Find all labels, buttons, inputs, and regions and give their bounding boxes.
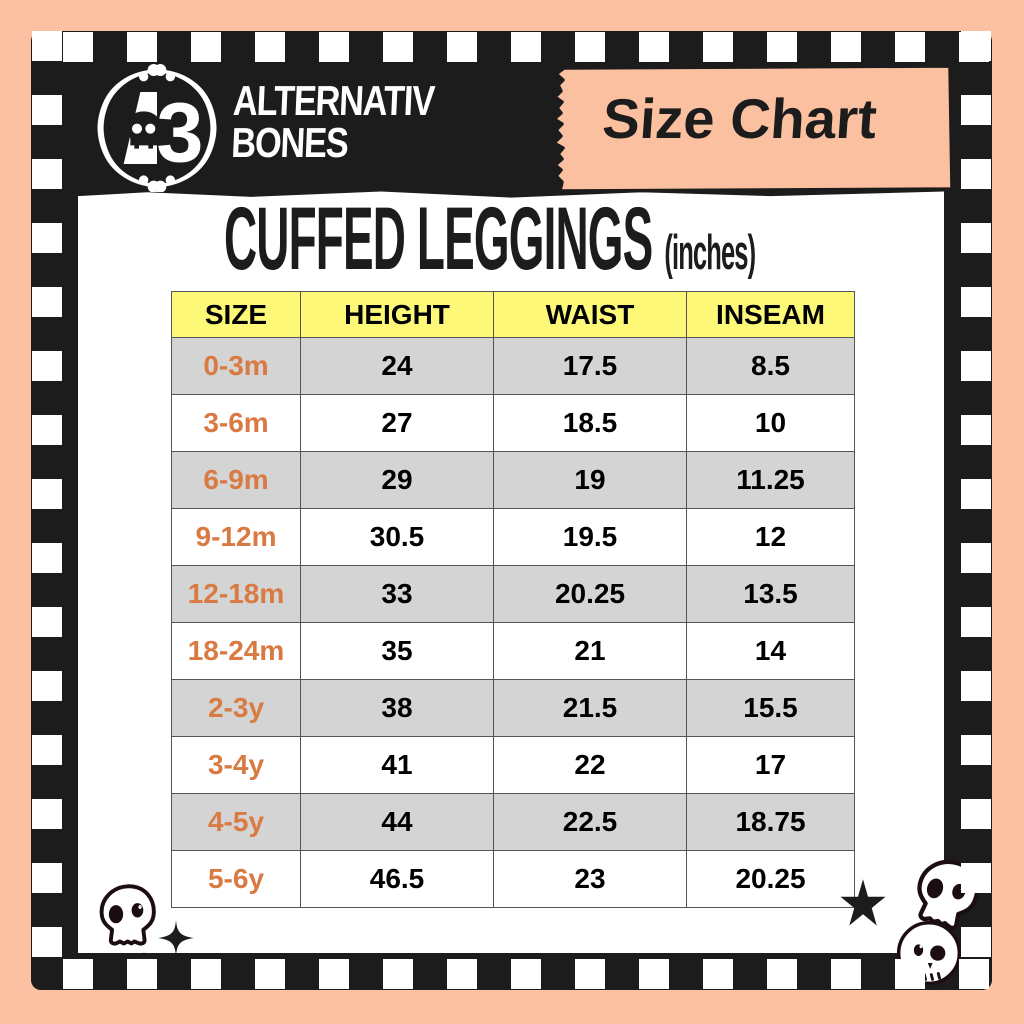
svg-text:3: 3 xyxy=(156,84,203,179)
